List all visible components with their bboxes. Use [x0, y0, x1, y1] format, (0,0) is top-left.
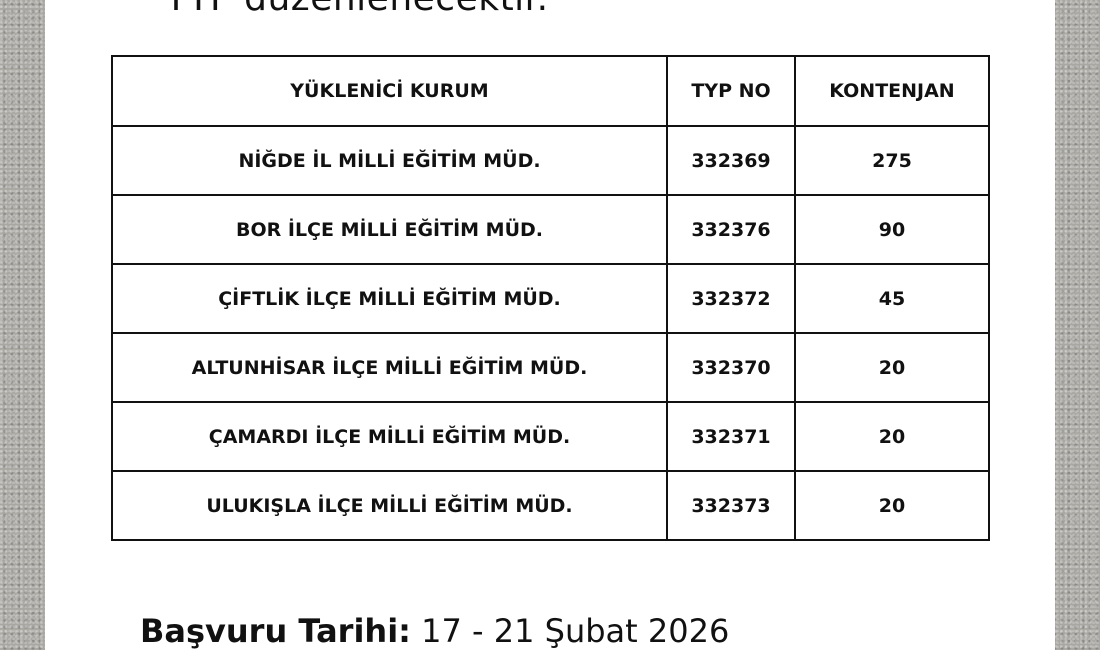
- typ-no-cell: 332370: [666, 332, 796, 403]
- typ-no-cell: 332372: [666, 263, 796, 334]
- typ-no-cell: 332373: [666, 470, 796, 541]
- table-row: ÇİFTLİK İLÇE MİLLİ EĞİTİM MÜD. 332372 45: [111, 263, 990, 334]
- institution-cell: ÇİFTLİK İLÇE MİLLİ EĞİTİM MÜD.: [111, 263, 668, 334]
- table-row: ALTUNHİSAR İLÇE MİLLİ EĞİTİM MÜD. 332370 2…: [111, 332, 990, 403]
- table-row: NİĞDE İL MİLLİ EĞİTİM MÜD. 332369 275: [111, 125, 990, 196]
- quota-cell: 20: [794, 470, 990, 541]
- header-quota: KONTENJAN: [794, 55, 990, 127]
- institution-cell: ALTUNHİSAR İLÇE MİLLİ EĞİTİM MÜD.: [111, 332, 668, 403]
- typ-table: YÜKLENİCİ KURUM TYP NO KONTENJAN NİĞDE İ…: [111, 55, 990, 541]
- typ-no-cell: 332376: [666, 194, 796, 265]
- header-institution: YÜKLENİCİ KURUM: [111, 55, 668, 127]
- document-page: TYP düzenlenecektir. YÜKLENİCİ KURUM TYP…: [45, 0, 1055, 650]
- institution-cell: BOR İLÇE MİLLİ EĞİTİM MÜD.: [111, 194, 668, 265]
- table-row: BOR İLÇE MİLLİ EĞİTİM MÜD. 332376 90: [111, 194, 990, 265]
- header-typ-no: TYP NO: [666, 55, 796, 127]
- institution-cell: NİĞDE İL MİLLİ EĞİTİM MÜD.: [111, 125, 668, 196]
- quota-cell: 45: [794, 263, 990, 334]
- intro-text: TYP düzenlenecektir.: [165, 0, 549, 19]
- institution-cell: ÇAMARDI İLÇE MİLLİ EĞİTİM MÜD.: [111, 401, 668, 472]
- application-date-value: 17 - 21 Şubat 2026: [421, 612, 730, 650]
- quota-cell: 20: [794, 401, 990, 472]
- table-row: ULUKIŞLA İLÇE MİLLİ EĞİTİM MÜD. 332373 20: [111, 470, 990, 541]
- table-header-row: YÜKLENİCİ KURUM TYP NO KONTENJAN: [111, 55, 990, 127]
- table-row: ÇAMARDI İLÇE MİLLİ EĞİTİM MÜD. 332371 20: [111, 401, 990, 472]
- typ-no-cell: 332369: [666, 125, 796, 196]
- typ-no-cell: 332371: [666, 401, 796, 472]
- quota-cell: 275: [794, 125, 990, 196]
- application-date: Başvuru Tarihi: 17 - 21 Şubat 2026: [140, 612, 729, 650]
- institution-cell: ULUKIŞLA İLÇE MİLLİ EĞİTİM MÜD.: [111, 470, 668, 541]
- quota-cell: 90: [794, 194, 990, 265]
- application-date-label: Başvuru Tarihi:: [140, 612, 411, 650]
- quota-cell: 20: [794, 332, 990, 403]
